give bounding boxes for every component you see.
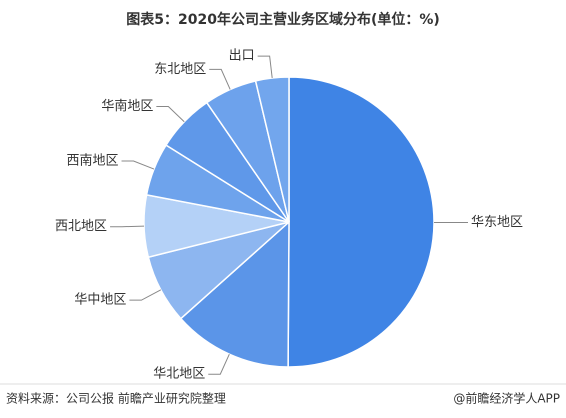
leader-line xyxy=(257,55,273,79)
leader-line xyxy=(110,225,145,228)
slice-label: 华北地区 xyxy=(153,367,205,382)
brand: @前瞻经济学人APP xyxy=(453,391,560,406)
slice-label: 西南地区 xyxy=(67,153,119,169)
pie-slice xyxy=(254,76,290,223)
slice-label: 出口 xyxy=(229,49,255,64)
leader-line xyxy=(129,289,162,301)
source: 资料来源：公司公报 前瞻产业研究院整理 xyxy=(6,391,226,406)
slice-label: 东北地区 xyxy=(154,62,206,77)
leader-line xyxy=(156,106,185,123)
slice-label: 华东地区 xyxy=(471,215,523,230)
chart-title: 图表5：2020年公司主营业务区域分布(单位：%) xyxy=(126,11,440,28)
leader-line xyxy=(208,353,230,375)
slice-label: 西北地区 xyxy=(55,219,107,234)
leader-line xyxy=(209,68,231,90)
slice-label: 华中地区 xyxy=(74,293,126,308)
pie-slice xyxy=(179,220,290,368)
leader-line xyxy=(121,160,155,170)
slice-label: 华南地区 xyxy=(101,98,153,114)
